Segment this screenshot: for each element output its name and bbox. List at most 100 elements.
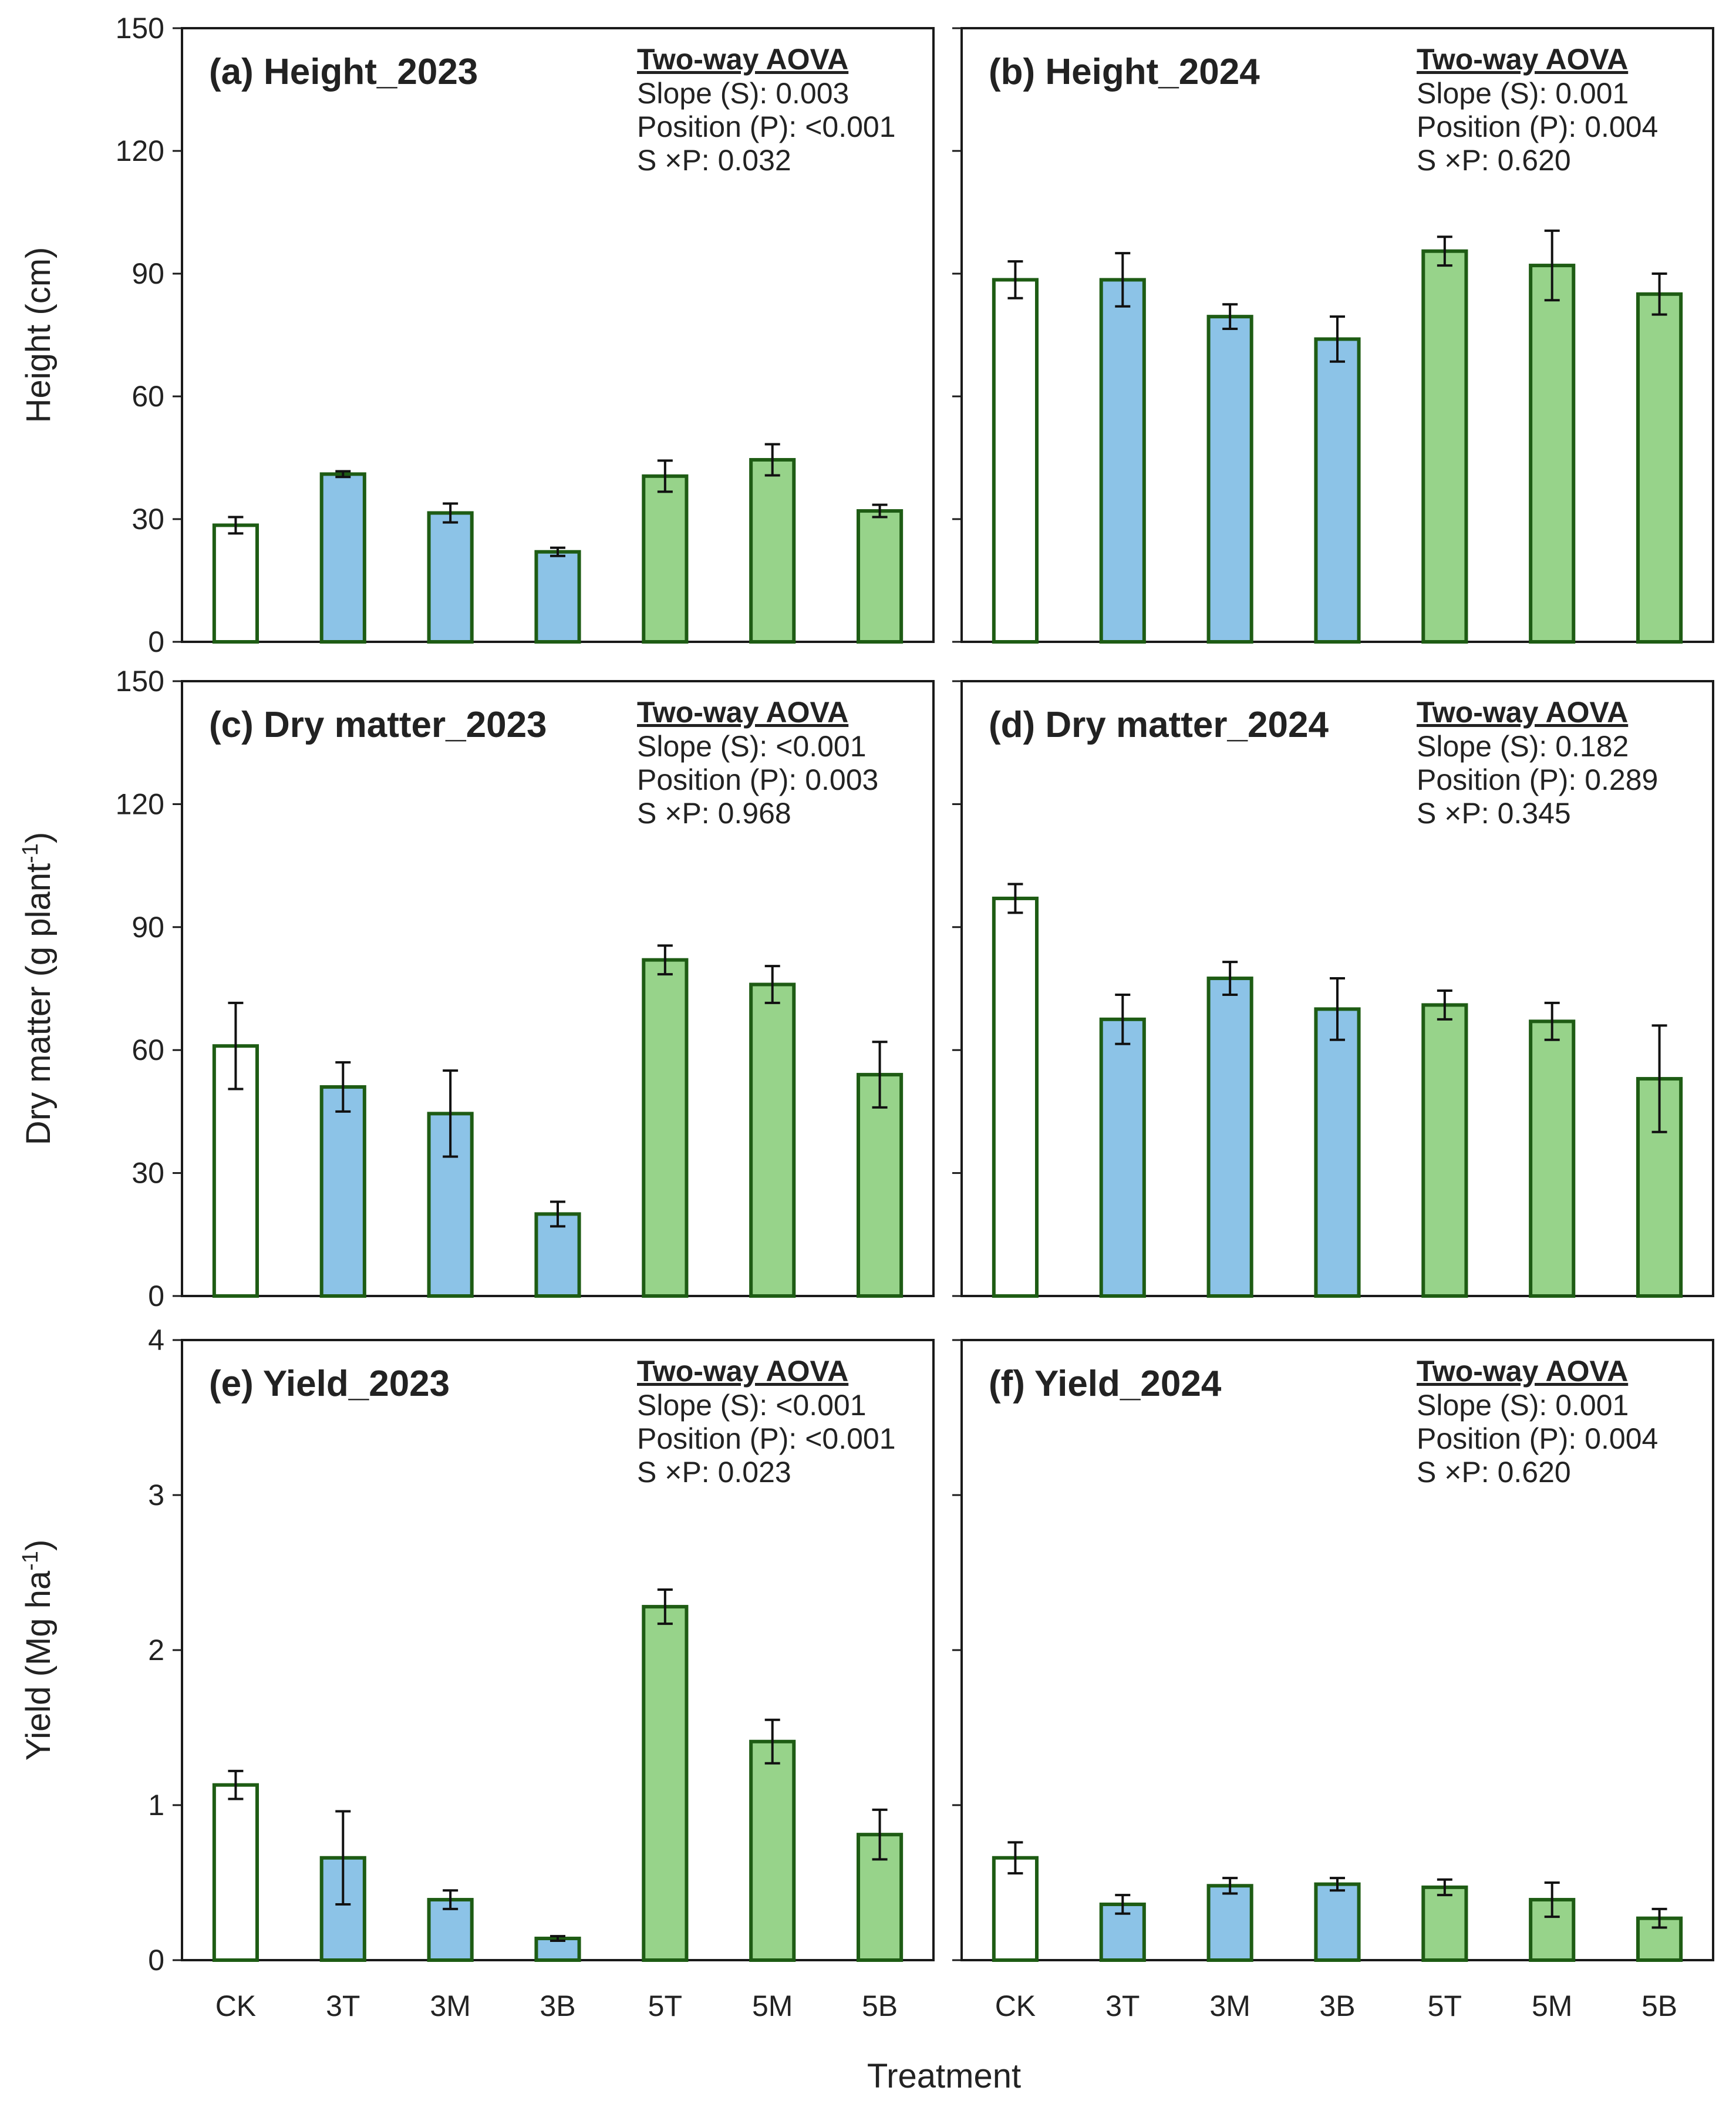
chart-f-xtick-label-3m: 3M: [1209, 1990, 1250, 2022]
chart-c-bar-5b: [857, 1073, 904, 1298]
chart-f-stats-line: Slope (S): 0.001: [1417, 1389, 1629, 1422]
chart-a-ytick-label: 150: [116, 12, 164, 45]
chart-a-ytick-label: 90: [132, 257, 164, 290]
chart-f-stats-header: Two-way AOVA: [1417, 1355, 1628, 1388]
chart-c-title: (c) Dry matter_2023: [209, 705, 547, 745]
chart-d-bar-3m: [1206, 977, 1253, 1298]
figure-x-axis-label: Treatment: [867, 2057, 1021, 2095]
chart-d-title: (d) Dry matter_2024: [989, 705, 1329, 745]
chart-a-bar-5m: [749, 457, 796, 644]
chart-c-stats-line: S ×P: 0.968: [637, 797, 791, 830]
chart-f-xtick-label-ck: CK: [995, 1990, 1036, 2022]
chart-f-xtick-label-5t: 5T: [1428, 1990, 1462, 2022]
chart-f-xtick-label-5m: 5M: [1532, 1990, 1572, 2022]
chart-e-xtick-label-3b: 3B: [540, 1990, 575, 2022]
chart-b-stats-line: Slope (S): 0.001: [1417, 77, 1629, 110]
chart-c-ytick-label: 90: [132, 911, 164, 944]
chart-a-bar-3m: [427, 511, 474, 644]
chart-a-y-axis-label: Height (cm): [19, 247, 58, 423]
chart-e-bar-3b: [534, 1937, 581, 1962]
y-axis-label-text: Yield (Mg ha: [19, 1570, 58, 1760]
chart-a-bar-ck: [212, 523, 259, 644]
chart-a-bar-3t: [319, 472, 366, 644]
chart-e-xtick-label-ck: CK: [215, 1990, 256, 2022]
chart-e-xtick-label-3t: 3T: [326, 1990, 360, 2022]
chart-e-ytick-label: 4: [148, 1324, 164, 1356]
chart-f-xtick-label-3b: 3B: [1319, 1990, 1355, 2022]
chart-e-group: 0 1 2 3 4 CK 3T 3M 3B 5T 5M 5B (e) Yield_2023 Two-way…: [18, 1324, 935, 2022]
y-axis-label-superscript: -1: [18, 1551, 43, 1571]
chart-c-stats-header: Two-way AOVA: [637, 696, 848, 729]
chart-c-bar-3b: [534, 1212, 581, 1298]
chart-f-title: (f) Yield_2024: [989, 1364, 1222, 1404]
chart-e-bar-5t: [642, 1605, 689, 1962]
chart-c-stats-line: Slope (S): <0.001: [637, 730, 867, 763]
chart-e-ytick-label: 3: [148, 1479, 164, 1512]
chart-f-bar-5t: [1421, 1885, 1468, 1962]
chart-a-title: (a) Height_2023: [209, 52, 478, 92]
chart-b-stats-line: Position (P): 0.004: [1417, 110, 1658, 143]
chart-c-ytick-label: 0: [148, 1280, 164, 1312]
chart-c-ytick-label: 30: [132, 1157, 164, 1190]
chart-e-stats-line: Slope (S): <0.001: [637, 1389, 867, 1422]
chart-e-stats-line: Position (P): <0.001: [637, 1422, 896, 1455]
chart-f-bar-3m: [1206, 1884, 1253, 1962]
chart-b-bar-3t: [1099, 278, 1146, 644]
chart-b-stats-line: S ×P: 0.620: [1417, 144, 1571, 177]
chart-d-stats-line: Position (P): 0.289: [1417, 763, 1658, 796]
chart-d-bar-ck: [992, 896, 1039, 1298]
chart-b-bar-5b: [1636, 292, 1683, 644]
chart-a-stats-line: Position (P): <0.001: [637, 110, 896, 143]
chart-d-stats-line: Slope (S): 0.182: [1417, 730, 1629, 763]
chart-e-xtick-label-5b: 5B: [862, 1990, 898, 2022]
chart-e-bar-ck: [212, 1783, 259, 1962]
chart-d-bar-3b: [1314, 1007, 1361, 1298]
chart-b-title: (b) Height_2024: [989, 52, 1260, 92]
chart-e-ytick-label: 0: [148, 1944, 164, 1977]
chart-e-xtick-label-5m: 5M: [752, 1990, 793, 2022]
chart-b-bar-ck: [992, 278, 1039, 644]
chart-f-stats-line: Position (P): 0.004: [1417, 1422, 1658, 1455]
chart-a-bar-5b: [857, 509, 904, 644]
chart-a-ytick-label: 30: [132, 503, 164, 536]
chart-a-group: 0 30 60 90 120 150 (a) Height_2023 Two-way AOVA…: [19, 12, 935, 658]
y-axis-label-text: ): [19, 832, 58, 843]
chart-e-xtick-label-3m: 3M: [430, 1990, 470, 2022]
chart-a-stats-line: Slope (S): 0.003: [637, 77, 849, 110]
chart-c-ytick-label: 120: [116, 787, 164, 820]
chart-b-bar-3b: [1314, 337, 1361, 644]
chart-e-y-axis-label: Yield (Mg ha-1): [18, 1540, 58, 1761]
y-axis-label-superscript: -1: [18, 843, 43, 863]
chart-b-bar-5t: [1421, 249, 1468, 644]
chart-f-xtick-label-3t: 3T: [1105, 1990, 1140, 2022]
chart-e-ytick-label: 1: [148, 1789, 164, 1822]
chart-c-bar-5t: [642, 958, 689, 1298]
chart-d-bar-3t: [1099, 1017, 1146, 1298]
chart-e-xtick-label-5t: 5T: [648, 1990, 682, 2022]
chart-b-bar-5m: [1529, 264, 1576, 644]
chart-e-stats-header: Two-way AOVA: [637, 1355, 848, 1388]
chart-c-group: 0 30 60 90 120 150 (c) Dry matter_2023 Two-way …: [18, 665, 935, 1312]
chart-c-ytick-label: 60: [132, 1034, 164, 1066]
chart-a-bar-5t: [642, 474, 689, 644]
chart-b-stats-header: Two-way AOVA: [1417, 43, 1628, 76]
chart-f-xtick-label-5b: 5B: [1641, 1990, 1677, 2022]
chart-f-bar-3b: [1314, 1882, 1361, 1962]
chart-c-ytick-label: 150: [116, 665, 164, 698]
chart-c-bar-3t: [319, 1085, 366, 1298]
chart-d-stats-header: Two-way AOVA: [1417, 696, 1628, 729]
chart-e-ytick-label: 2: [148, 1634, 164, 1667]
chart-c-bar-5m: [749, 982, 796, 1298]
chart-c-y-axis-label: Dry matter (g plant-1): [18, 832, 58, 1145]
chart-a-ytick-label: 120: [116, 134, 164, 167]
chart-a-stats-line: S ×P: 0.032: [637, 144, 791, 177]
y-axis-label-text: Height (cm): [19, 247, 58, 423]
chart-a-ytick-label: 60: [132, 380, 164, 413]
chart-f-group: CK 3T 3M 3B 5T 5M 5B (f) Yield_2024 Two-way AOVA…: [952, 1339, 1714, 2022]
chart-e-bar-5m: [749, 1739, 796, 1962]
chart-a-bar-3b: [534, 550, 581, 644]
chart-b-bar-3m: [1206, 315, 1253, 644]
